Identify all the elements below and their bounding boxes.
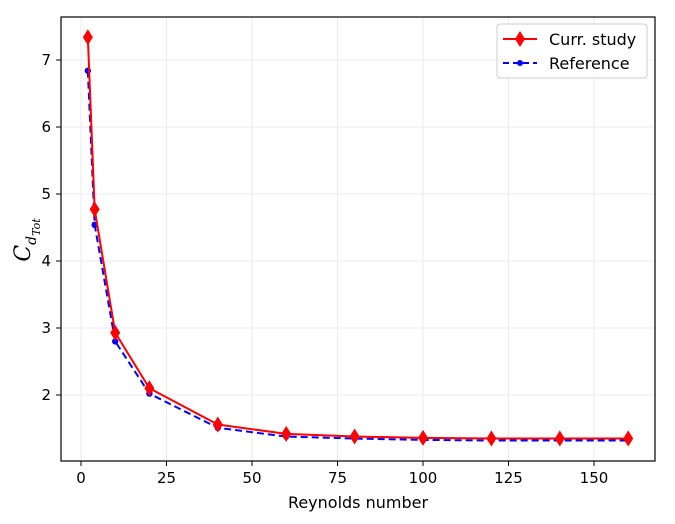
x-tick-label: 150 [580, 469, 609, 487]
y-tick-label: 4 [41, 252, 51, 270]
circle-marker-icon [112, 338, 119, 345]
diamond-marker-icon [418, 429, 428, 446]
diamond-marker-icon [515, 31, 525, 47]
diamond-marker-icon [281, 425, 292, 442]
diamond-marker-icon [486, 430, 497, 447]
diamond-marker-icon [82, 29, 93, 46]
y-axis-ticks: 2 3 4 5 6 7 [41, 51, 61, 404]
x-tick-label: 50 [242, 469, 261, 487]
data-series [82, 29, 634, 447]
x-tick-label: 100 [409, 469, 438, 487]
legend-label-curr: Curr. study [549, 30, 636, 49]
diamond-marker-icon [554, 430, 565, 447]
plot-frame [60, 16, 656, 462]
y-tick-label: 5 [41, 185, 51, 203]
x-tick-label: 75 [328, 469, 347, 487]
series-line [86, 70, 629, 442]
x-axis-label: Reynolds number [288, 493, 429, 512]
circle-marker-icon [517, 60, 523, 66]
x-tick-label: 125 [494, 469, 523, 487]
y-tick-label: 3 [41, 319, 51, 337]
diamond-marker-icon [623, 430, 634, 447]
y-tick-label: 7 [41, 51, 51, 69]
legend: Curr. study Reference [496, 23, 648, 79]
y-tick-label: 6 [41, 118, 51, 136]
series-line [86, 37, 629, 440]
y-axis-label: CdTot [11, 218, 43, 262]
diamond-marker-icon [144, 380, 155, 397]
x-tick-label: 25 [157, 469, 176, 487]
diamond-marker-icon [212, 416, 223, 433]
legend-box [496, 23, 648, 79]
legend-label-ref: Reference [549, 54, 630, 73]
svg-text:CdTot: CdTot [11, 218, 43, 262]
x-axis-ticks: 0 25 50 75 100 125 150 [76, 461, 608, 487]
diamond-marker-icon [349, 428, 360, 445]
diamond-marker-icon [110, 324, 121, 341]
y-tick-label: 2 [41, 386, 51, 404]
diamond-marker-icon [89, 201, 100, 218]
x-tick-label: 0 [76, 469, 86, 487]
